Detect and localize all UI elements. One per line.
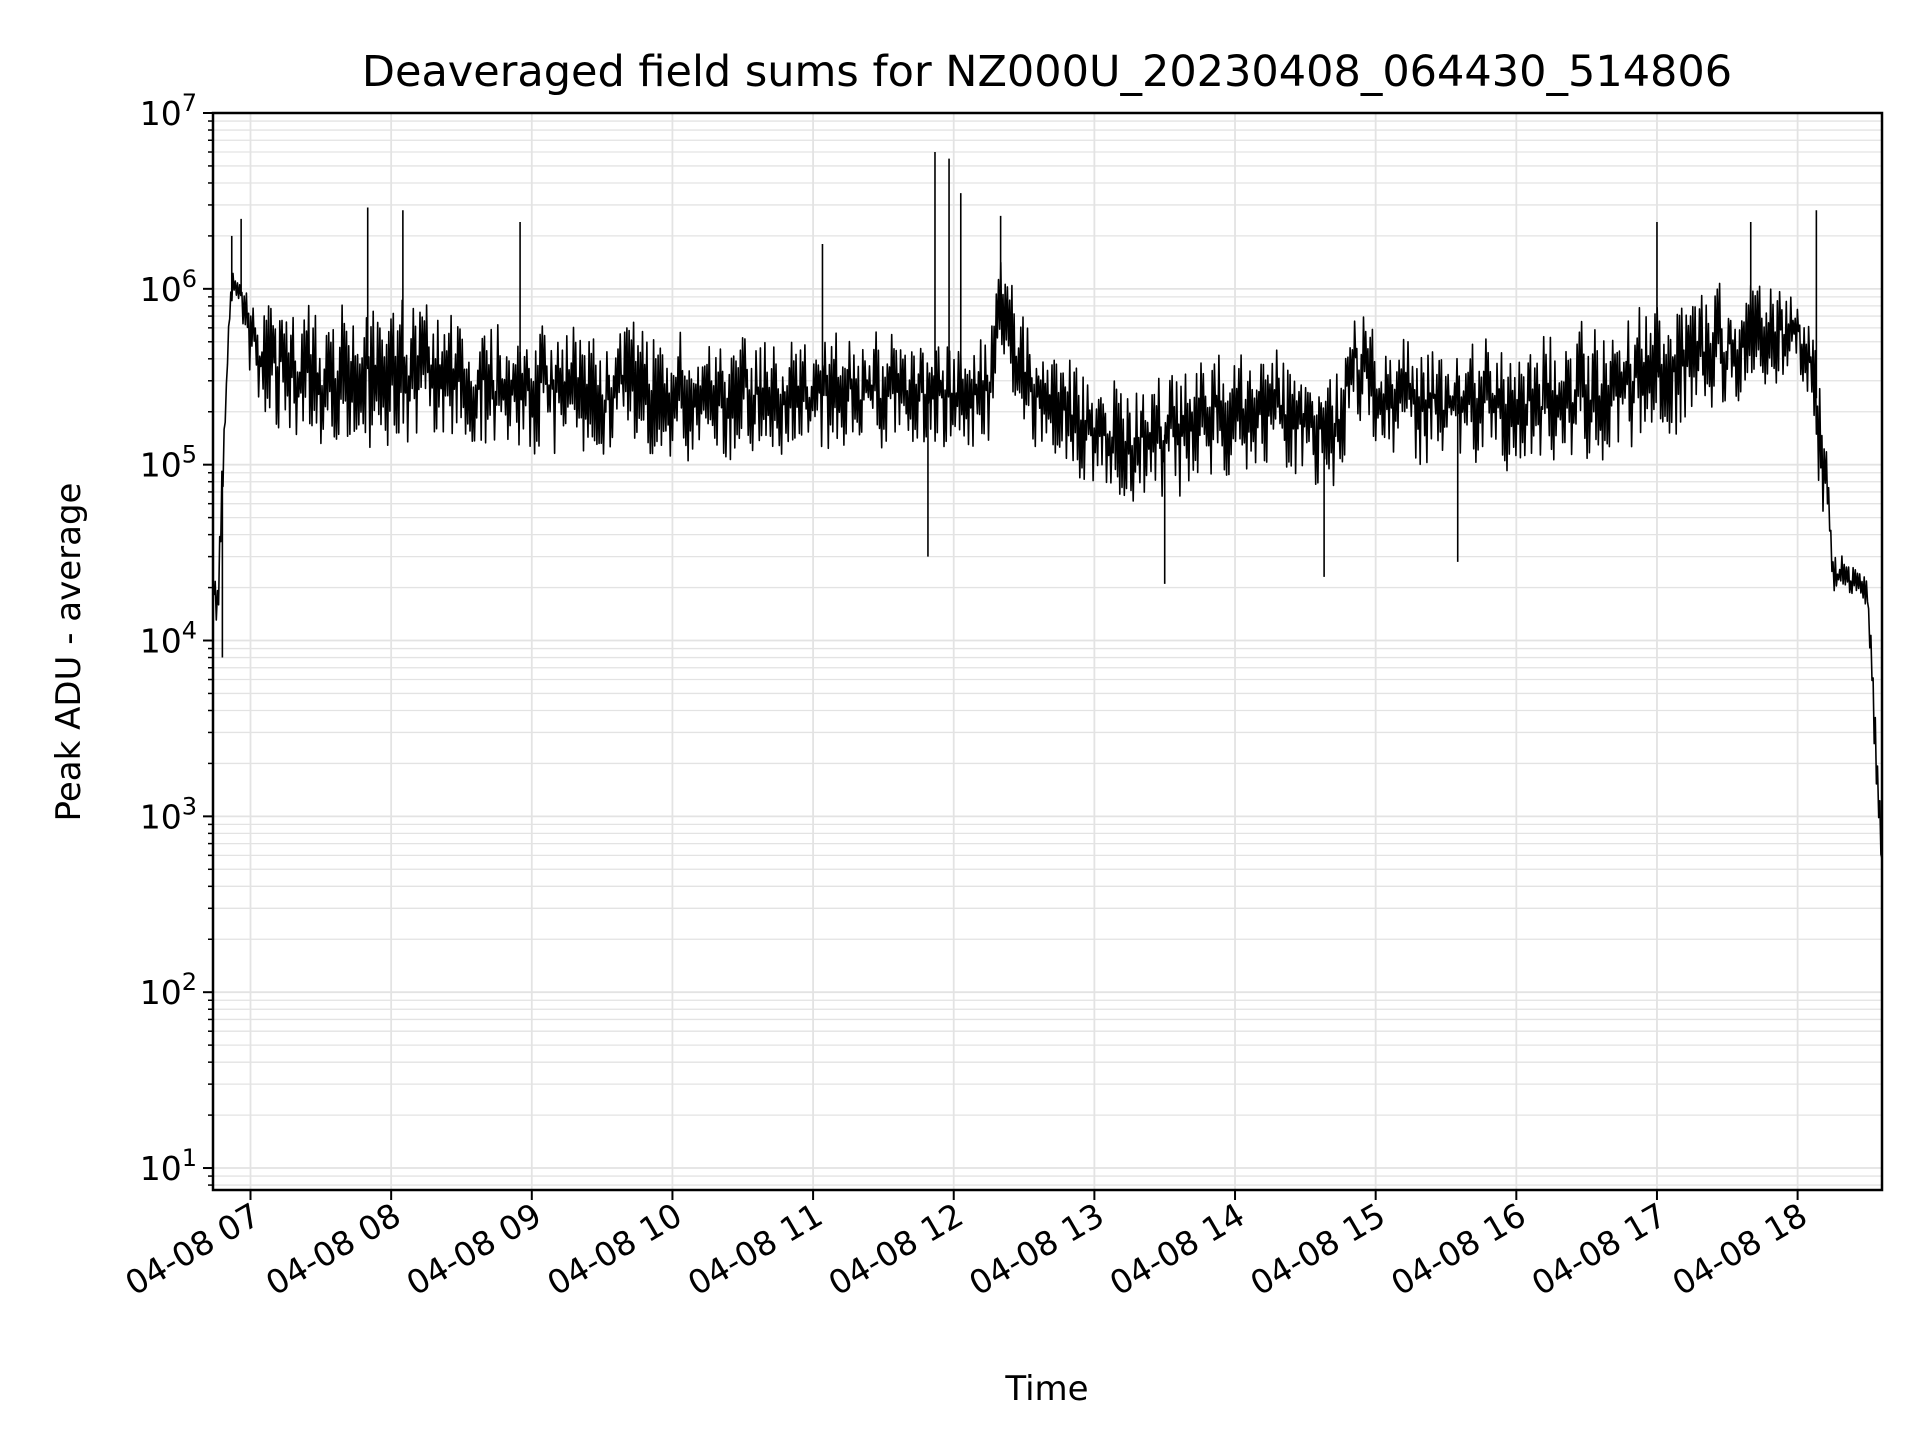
y-tick-label: 106 — [140, 265, 197, 309]
y-tick-label: 103 — [140, 792, 197, 836]
y-tick-label: 102 — [140, 968, 197, 1012]
grid — [213, 112, 1882, 1190]
series-line — [212, 261, 1883, 859]
y-tick-label: 105 — [140, 441, 197, 485]
data-series — [212, 152, 1883, 859]
plot-frame — [211, 111, 1884, 1192]
x-axis-label: Time — [1004, 1369, 1088, 1409]
chart-title: Deaveraged field sums for NZ000U_2023040… — [362, 47, 1732, 97]
y-tick-label: 104 — [140, 617, 197, 661]
y-tick-label: 107 — [140, 89, 197, 133]
y-tick-label: 101 — [140, 1144, 197, 1188]
y-axis-label: Peak ADU - average — [49, 483, 89, 822]
